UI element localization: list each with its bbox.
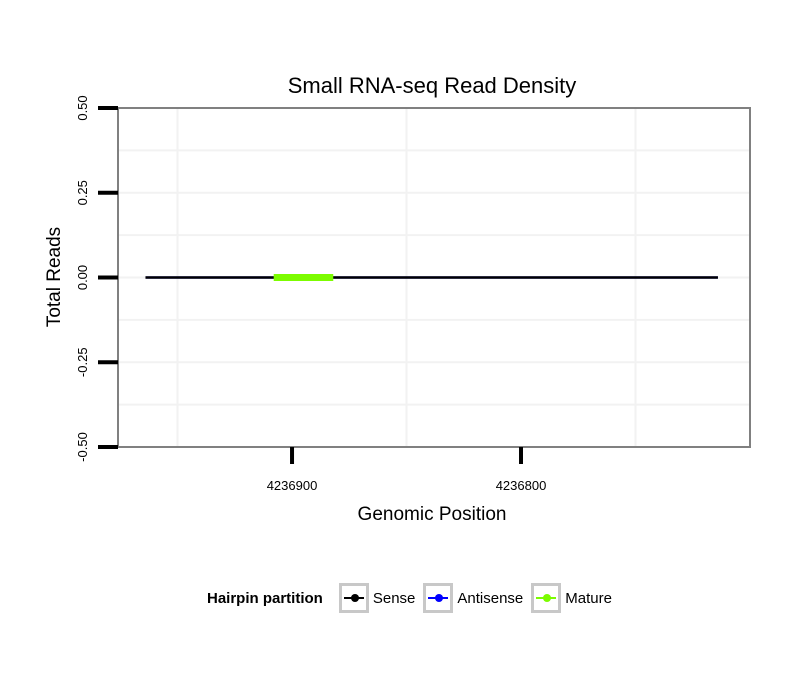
legend: Hairpin partition Sense Antisense Mature [207,580,620,616]
legend-key-antisense [423,583,454,613]
x-tick-label: 4236900 [267,478,318,493]
legend-label-sense: Sense [372,589,416,607]
y-tick-label: 0.25 [75,180,90,205]
y-tick-label: 0.50 [75,95,90,120]
legend-key-sense [338,583,369,613]
legend-item-antisense: Antisense [423,583,523,613]
legend-item-sense: Sense [338,583,416,613]
y-axis-title: Total Reads [44,227,65,327]
legend-label-mature: Mature [565,589,612,607]
legend-label-antisense: Antisense [457,589,524,607]
x-axis: 4236900 4236800 [267,447,547,493]
y-axis: -0.50 -0.25 0.00 0.25 0.50 [75,95,118,462]
y-tick-label: -0.50 [75,432,90,462]
y-tick-label: 0.00 [75,265,90,290]
x-axis-title: Genomic Position [358,504,507,525]
legend-item-mature: Mature [531,583,612,613]
legend-key-dot [435,594,444,602]
legend-key-dot [543,594,552,602]
legend-title: Hairpin partition [207,589,323,607]
y-tick-label: -0.25 [75,347,90,377]
chart-title: Small RNA-seq Read Density [288,73,577,98]
legend-key-dot [350,594,359,602]
legend-key-mature [531,583,562,613]
x-tick-label: 4236800 [496,478,547,493]
